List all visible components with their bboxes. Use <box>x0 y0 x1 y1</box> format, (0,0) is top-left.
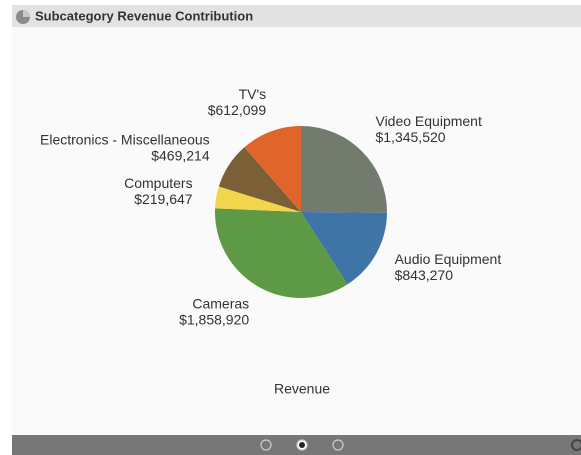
slice-value-label: $469,214 <box>151 147 210 163</box>
pie-slice <box>244 126 301 212</box>
panel-header <box>12 5 581 27</box>
pie-slice <box>301 212 387 285</box>
slice-label: TV's <box>239 86 267 102</box>
page-dot[interactable] <box>260 439 272 451</box>
slice-value-label: $219,647 <box>134 191 193 207</box>
page-dot-center <box>299 442 305 448</box>
slice-label: Audio Equipment <box>395 251 502 267</box>
slice-label: Computers <box>124 175 192 191</box>
pie-slice <box>218 147 301 212</box>
pie-slice <box>301 126 387 213</box>
slice-value-label: $612,099 <box>208 102 267 118</box>
slice-label: Video Equipment <box>375 113 481 129</box>
x-axis-label: Revenue <box>274 381 330 397</box>
header-icon-slice <box>23 10 30 17</box>
slice-value-label: $1,858,920 <box>179 311 249 327</box>
page-dot[interactable] <box>332 439 344 451</box>
pie-slice <box>215 208 348 299</box>
slice-value-label: $843,270 <box>395 267 454 283</box>
slice-value-label: $1,345,520 <box>375 129 445 145</box>
slice-label: Electronics - Miscellaneous <box>40 131 210 147</box>
pie-slice <box>215 186 301 212</box>
zoom-icon[interactable] <box>571 439 581 451</box>
chart-title: Subcategory Revenue Contribution <box>35 8 253 23</box>
slice-label: Cameras <box>192 295 249 311</box>
